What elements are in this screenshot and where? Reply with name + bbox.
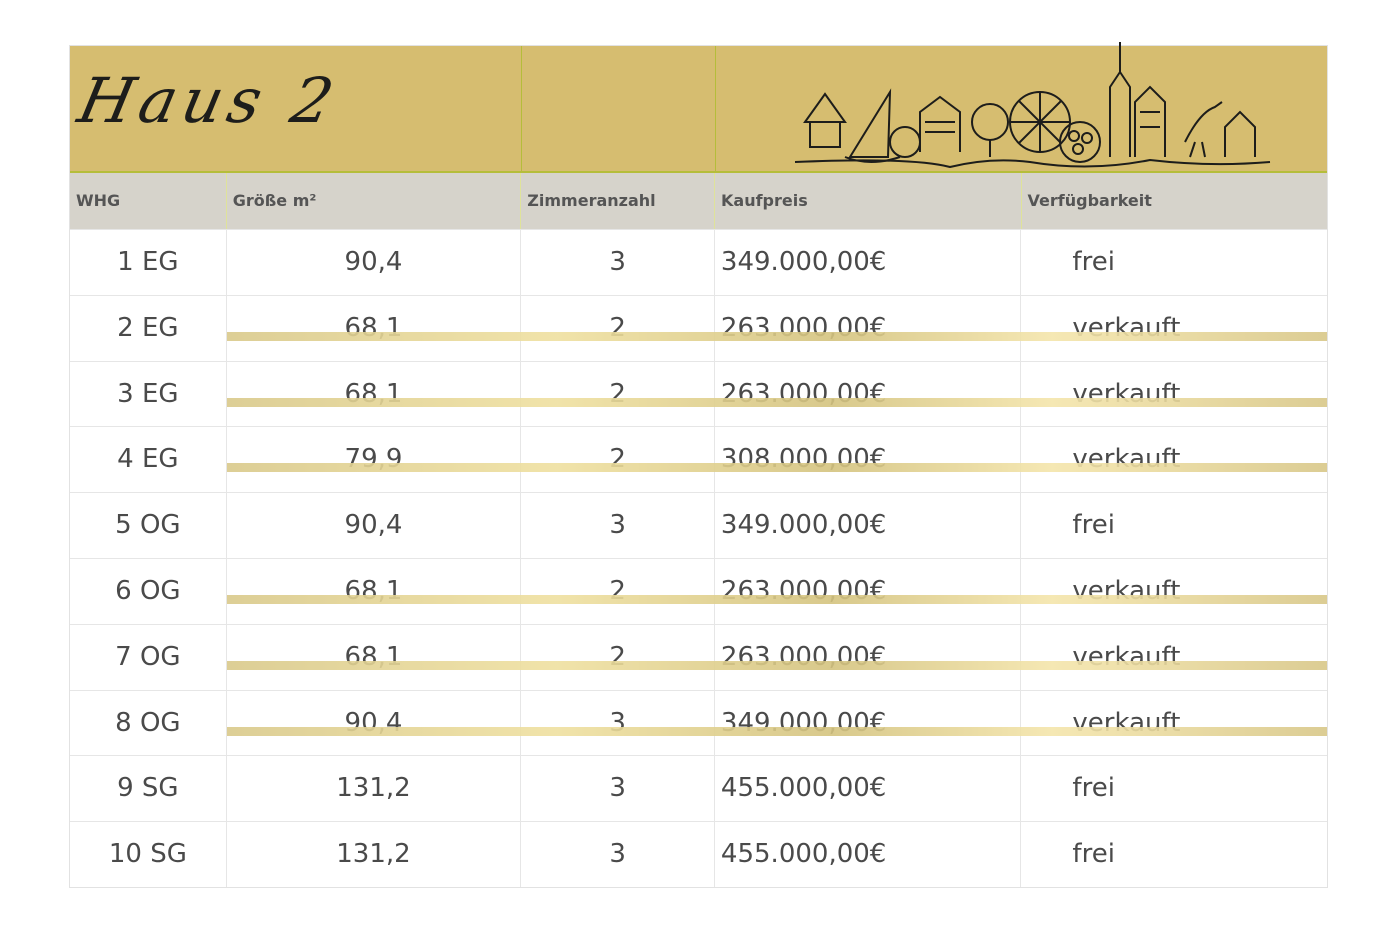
table-row: 9 SG 131,2 3 455.000,00€ frei <box>70 755 1327 822</box>
column-header-price: Kaufpreis <box>715 173 1022 229</box>
cell-availability: verkauft <box>1072 641 1181 672</box>
cell-rooms: 3 <box>521 690 715 756</box>
cell-size: 68,1 <box>227 558 522 624</box>
cell-size: 131,2 <box>227 822 522 887</box>
cell-price: 263.000,00€ <box>715 361 1022 427</box>
cell-price: 263.000,00€ <box>715 558 1022 624</box>
cell-apartment: 3 EG <box>70 361 227 427</box>
table-row: 1 EG 90,4 3 349.000,00€ frei <box>70 229 1327 295</box>
cell-rooms: 3 <box>521 822 715 887</box>
cell-apartment: 2 EG <box>70 295 227 361</box>
table-banner: Haus 2 <box>70 42 1327 173</box>
cell-price: 263.000,00€ <box>715 295 1022 361</box>
table-title: Haus 2 <box>72 64 346 137</box>
cell-apartment: 10 SG <box>70 822 227 887</box>
sold-strikethrough <box>227 726 1327 736</box>
cell-size: 90,4 <box>227 230 522 295</box>
cell-rooms: 2 <box>521 361 715 427</box>
divider <box>521 46 522 171</box>
cell-size: 90,4 <box>227 690 522 756</box>
cell-size: 68,1 <box>227 295 522 361</box>
cell-rooms: 2 <box>521 295 715 361</box>
cell-rooms: 2 <box>521 558 715 624</box>
cell-rooms: 2 <box>521 624 715 690</box>
cell-rooms: 3 <box>521 493 715 558</box>
cell-availability: frei <box>1072 773 1115 804</box>
cell-size: 68,1 <box>227 361 522 427</box>
cell-price: 349.000,00€ <box>715 690 1022 756</box>
table-row: 2 EG 68,1 2 263.000,00€ verkauft <box>70 294 1327 361</box>
cell-apartment: 1 EG <box>70 230 227 295</box>
cell-apartment: 5 OG <box>70 493 227 558</box>
sold-strikethrough <box>227 660 1327 670</box>
cell-availability: frei <box>1072 839 1115 870</box>
cell-size: 90,4 <box>227 493 522 558</box>
sold-strikethrough <box>227 594 1327 604</box>
table-row: 3 EG 68,1 2 263.000,00€ verkauft <box>70 360 1327 427</box>
cell-price: 455.000,00€ <box>715 756 1022 822</box>
table-row: 7 OG 68,1 2 263.000,00€ verkauft <box>70 623 1327 690</box>
cell-apartment: 9 SG <box>70 756 227 822</box>
cell-size: 79,9 <box>227 427 522 493</box>
table-row: 5 OG 90,4 3 349.000,00€ frei <box>70 492 1327 558</box>
column-header-availability: Verfügbarkeit <box>1027 191 1152 210</box>
divider <box>715 46 716 171</box>
cell-availability: verkauft <box>1072 575 1181 606</box>
cell-price: 349.000,00€ <box>715 493 1022 558</box>
column-header-rooms: Zimmeranzahl <box>521 173 715 229</box>
sold-strikethrough <box>227 397 1327 407</box>
table-body: 1 EG 90,4 3 349.000,00€ frei 2 EG 68,1 2 263.000… <box>70 229 1327 887</box>
cell-rooms: 2 <box>521 427 715 493</box>
table-row: 6 OG 68,1 2 263.000,00€ verkauft <box>70 557 1327 624</box>
cell-size: 131,2 <box>227 756 522 822</box>
apartment-table: Haus 2 WHG Größe m² Zimmeranzahl Kaufpre… <box>69 42 1328 888</box>
cell-price: 349.000,00€ <box>715 230 1022 295</box>
sold-strikethrough <box>227 463 1327 473</box>
cell-rooms: 3 <box>521 230 715 295</box>
cell-availability: verkauft <box>1072 444 1181 475</box>
column-header-whg: WHG <box>70 173 227 229</box>
cell-availability: frei <box>1072 247 1115 277</box>
table-row: 4 EG 79,9 2 308.000,00€ verkauft <box>70 426 1327 493</box>
column-header-size: Größe m² <box>227 173 522 229</box>
table-row: 8 OG 90,4 3 349.000,00€ verkauft <box>70 689 1327 756</box>
cell-price: 308.000,00€ <box>715 427 1022 493</box>
cell-availability: verkauft <box>1072 378 1181 409</box>
town-skyline-illustration <box>794 42 1271 169</box>
cell-apartment: 8 OG <box>70 690 227 756</box>
sold-strikethrough <box>227 331 1327 341</box>
cell-price: 455.000,00€ <box>715 822 1022 887</box>
cell-availability: verkauft <box>1072 312 1181 343</box>
cell-apartment: 7 OG <box>70 624 227 690</box>
cell-availability: frei <box>1072 510 1115 541</box>
cell-size: 68,1 <box>227 624 522 690</box>
table-header: WHG Größe m² Zimmeranzahl Kaufpreis Verf… <box>70 173 1327 229</box>
cell-apartment: 6 OG <box>70 558 227 624</box>
cell-apartment: 4 EG <box>70 427 227 493</box>
cell-price: 263.000,00€ <box>715 624 1022 690</box>
table-row: 10 SG 131,2 3 455.000,00€ frei <box>70 821 1327 887</box>
cell-rooms: 3 <box>521 756 715 822</box>
cell-availability: verkauft <box>1072 707 1181 738</box>
